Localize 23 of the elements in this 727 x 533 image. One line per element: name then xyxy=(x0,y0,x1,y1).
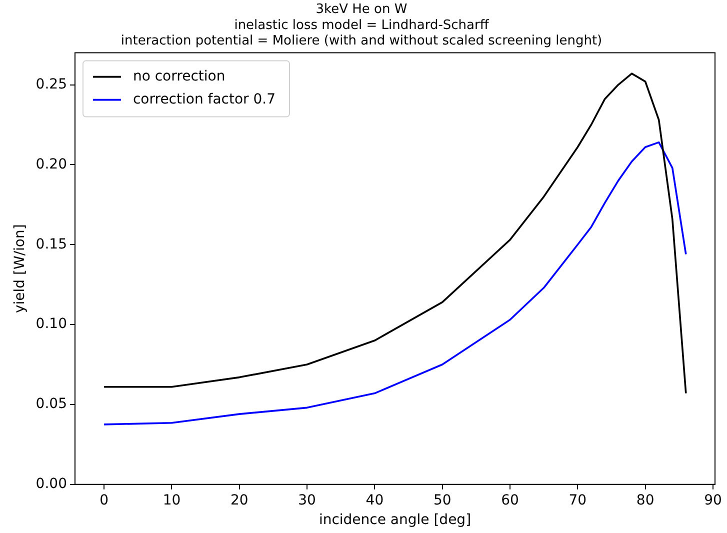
text: interaction potential = Moliere (with and without scaled screening lenght) xyxy=(120,33,602,48)
x-tick-label: 0 xyxy=(100,492,109,508)
x-tick-label: 30 xyxy=(298,492,316,508)
x-tick-label: 10 xyxy=(162,492,181,508)
x-tick-label: 90 xyxy=(704,492,722,508)
x-tick-label: 80 xyxy=(636,492,654,508)
x-axis-title: incidence angle [deg] xyxy=(318,512,472,528)
y-tick-label: 0.00 xyxy=(36,476,67,492)
text: inelastic loss model = Lindhard-Scharff xyxy=(234,18,489,33)
legend-label: no correction xyxy=(132,68,226,84)
text: 3keV He on W xyxy=(316,2,408,18)
y-axis-title: yield [W/ion] xyxy=(12,224,28,314)
x-tick-label: 70 xyxy=(568,492,587,508)
x-tick-label: 60 xyxy=(501,492,519,508)
x-tick-label: 50 xyxy=(433,492,452,508)
x-tick-label: 40 xyxy=(366,492,384,508)
legend-label: correction factor 0.7 xyxy=(132,91,276,108)
y-tick-label: 0.05 xyxy=(36,396,67,412)
x-tick-label: 20 xyxy=(230,492,248,508)
y-tick-label: 0.10 xyxy=(36,316,67,332)
y-tick-label: 0.25 xyxy=(36,76,67,92)
y-tick-label: 0.15 xyxy=(36,236,67,252)
y-tick-label: 0.20 xyxy=(36,156,67,172)
